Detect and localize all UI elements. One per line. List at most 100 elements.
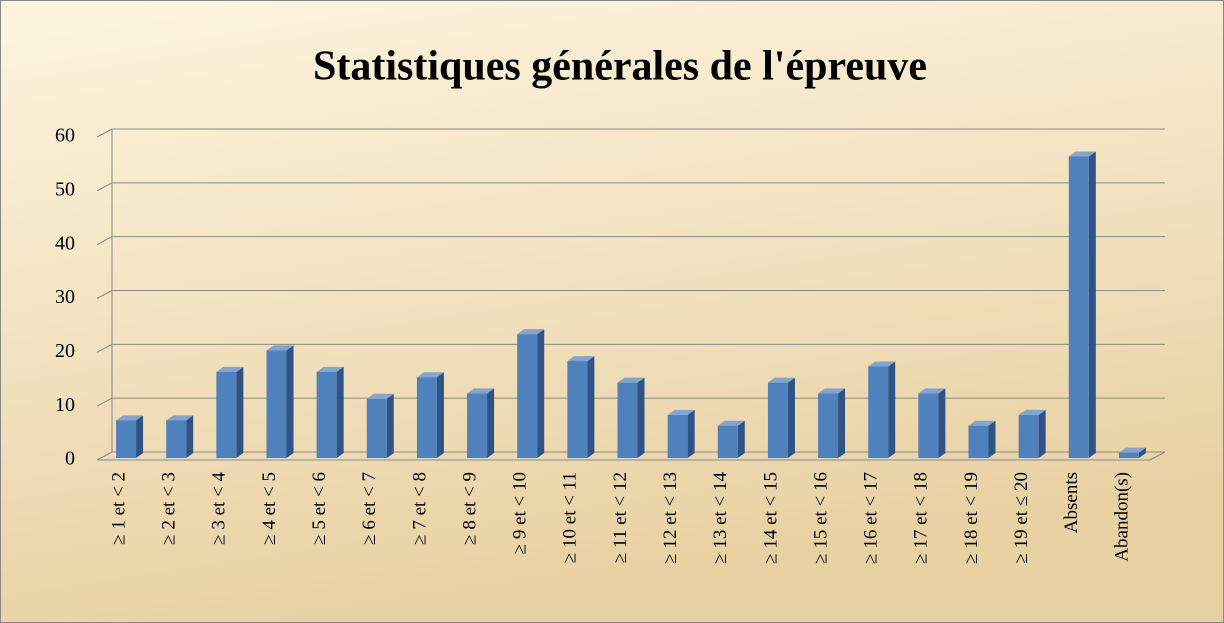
bar-side [286, 345, 294, 458]
bar-top [266, 345, 294, 351]
bar [366, 398, 387, 458]
x-tick-label: ≥ 3 et < 4 [209, 472, 230, 545]
bar [166, 420, 187, 458]
x-tick-label: ≥ 9 et < 10 [510, 472, 531, 554]
bar-top [517, 329, 545, 335]
bar-side [1088, 151, 1096, 459]
bar-side [938, 388, 946, 458]
x-tick-label: ≥ 13 et < 14 [710, 472, 731, 564]
y-tick-label: 10 [55, 394, 75, 416]
bar-side [386, 393, 394, 458]
x-tick-label: ≥ 15 et < 16 [810, 472, 831, 564]
y-tick-label: 60 [55, 125, 75, 147]
bar-side [637, 377, 645, 458]
bar-top [1018, 409, 1046, 415]
bar-side [436, 372, 444, 458]
bar-top [968, 420, 996, 426]
x-tick-label: ≥ 16 et < 17 [861, 472, 882, 564]
bar [517, 334, 538, 458]
bar [918, 393, 939, 458]
bar-top [667, 409, 695, 415]
bar-top [166, 415, 194, 421]
bar [968, 425, 989, 458]
grid-depth [96, 128, 113, 138]
x-tick-label: ≥ 1 et < 2 [108, 472, 129, 545]
bar-side [537, 329, 545, 458]
y-tick-label: 20 [55, 340, 75, 362]
grid-depth [96, 236, 113, 246]
y-tick-label: 0 [65, 448, 75, 470]
bar-top [818, 388, 846, 394]
bar-top [717, 420, 745, 426]
grid-depth [96, 343, 113, 353]
bar-top [1068, 151, 1096, 157]
bar-side [737, 420, 745, 458]
grid-depth [96, 451, 113, 461]
grid-depth [96, 397, 113, 407]
y-tick-label: 50 [55, 178, 75, 200]
bar-top [366, 393, 394, 399]
bar-side [186, 415, 194, 458]
x-tick-label: ≥ 17 et < 18 [911, 472, 932, 564]
bar-side [787, 377, 795, 458]
bar [266, 350, 287, 458]
x-tick-label: ≥ 4 et < 5 [259, 472, 280, 545]
x-tick-label: ≥ 7 et < 8 [409, 472, 430, 545]
bar-top [467, 388, 495, 394]
bar-side [587, 356, 595, 458]
bar-side [136, 415, 144, 458]
x-tick-label: Absents [1061, 472, 1082, 533]
grid-depth [96, 182, 113, 192]
x-tick-label: ≥ 5 et < 6 [309, 472, 330, 545]
floor-right [1149, 451, 1166, 461]
bar-side [1138, 447, 1146, 458]
bar [467, 393, 488, 458]
x-tick-label: Abandon(s) [1111, 472, 1132, 562]
grid-depth [96, 290, 113, 299]
bar [216, 371, 237, 458]
x-tick-label: ≥ 6 et < 7 [359, 472, 380, 545]
x-tick-label: ≥ 19 et ≤ 20 [1011, 472, 1032, 564]
bar-side [988, 420, 996, 458]
bar [1018, 414, 1039, 458]
bar-top [617, 377, 645, 383]
x-tick-label: ≥ 2 et < 3 [159, 472, 180, 545]
x-tick-label: ≥ 10 et < 11 [560, 472, 581, 563]
bar-top [116, 415, 144, 421]
bar-top [416, 372, 444, 378]
bar [767, 382, 788, 458]
bar [1068, 156, 1089, 459]
x-tick-label: ≥ 18 et < 19 [961, 472, 982, 564]
bar [717, 425, 738, 458]
bar-top [1118, 447, 1146, 453]
bar [416, 377, 437, 458]
bar-top [868, 361, 896, 367]
bar-top [767, 377, 795, 383]
y-tick-label: 40 [55, 232, 75, 254]
bar-side [687, 409, 695, 458]
bar-side [838, 388, 846, 458]
bar-side [487, 388, 495, 458]
bar-top [567, 356, 595, 362]
x-tick-label: ≥ 12 et < 13 [660, 472, 681, 564]
chart-title: Statistiques générales de l'épreuve [313, 44, 927, 90]
x-tick-label: ≥ 8 et < 9 [459, 472, 480, 545]
bar-side [1038, 409, 1046, 458]
bar [316, 371, 337, 458]
x-tick-label: ≥ 11 et < 12 [610, 472, 631, 563]
bar [1118, 452, 1139, 458]
bar-top [216, 366, 244, 372]
bar [868, 366, 889, 458]
bar [818, 393, 839, 458]
bar [116, 420, 137, 458]
x-tick-label: ≥ 14 et < 15 [760, 472, 781, 564]
bar-side [236, 366, 244, 458]
bar [567, 361, 588, 458]
bar-side [336, 366, 344, 458]
bar-side [888, 361, 896, 458]
bar-top [918, 388, 946, 394]
bar [617, 382, 638, 458]
bar [667, 414, 688, 458]
